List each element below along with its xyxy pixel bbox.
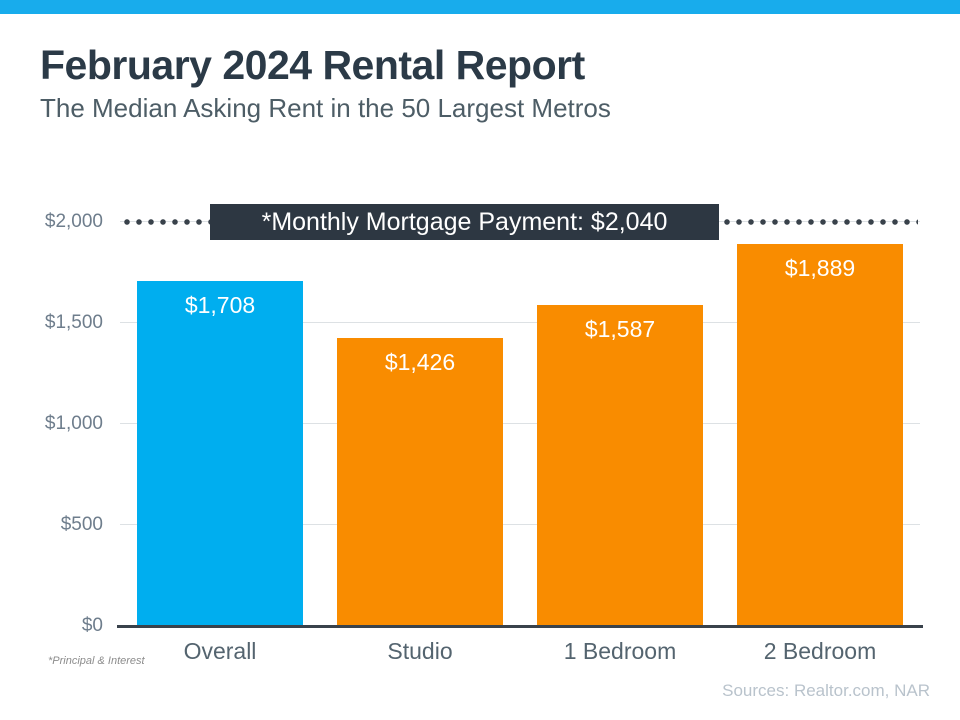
bar-overall: $1,708 (137, 280, 303, 626)
gridline (120, 524, 920, 525)
bar-2-bedroom: $1,889 (737, 244, 903, 626)
bar-studio: $1,426 (337, 337, 503, 626)
top-accent-bar (0, 0, 960, 14)
page-title: February 2024 Rental Report (40, 42, 585, 88)
bar-value-label: $1,426 (384, 348, 456, 375)
page-subtitle: The Median Asking Rent in the 50 Largest… (40, 93, 611, 123)
x-tick-label: Overall (183, 638, 257, 664)
y-tick-label: $0 (81, 615, 103, 636)
y-axis: $0 $500 $1,000 $1,500 $2,000 (30, 211, 103, 636)
mortgage-annotation-box: *Monthly Mortgage Payment: $2,040 (210, 204, 719, 240)
bar-value-label: $1,889 (784, 255, 856, 282)
plot-area: *Monthly Mortgage Payment: $2,040 $1,708… (117, 204, 923, 628)
y-tick-label: $1,500 (44, 312, 103, 333)
x-axis: Overall Studio 1 Bedroom 2 Bedroom (120, 638, 920, 668)
x-axis-line (117, 625, 923, 628)
gridline (120, 322, 920, 323)
x-tick-label: 1 Bedroom (563, 638, 677, 664)
bar-1-bedroom: $1,587 (537, 305, 703, 626)
y-tick-label: $1,000 (44, 413, 103, 434)
sources-credit: Sources: Realtor.com, NAR (722, 681, 930, 700)
bar-value-label: $1,708 (184, 291, 256, 318)
y-tick-label: $2,000 (44, 211, 103, 232)
x-tick-label: 2 Bedroom (763, 638, 877, 664)
gridline (120, 423, 920, 424)
bar-value-label: $1,587 (584, 316, 656, 343)
x-tick-label: Studio (387, 638, 453, 664)
footnote: *Principal & Interest (48, 655, 145, 667)
y-tick-label: $500 (60, 514, 103, 535)
